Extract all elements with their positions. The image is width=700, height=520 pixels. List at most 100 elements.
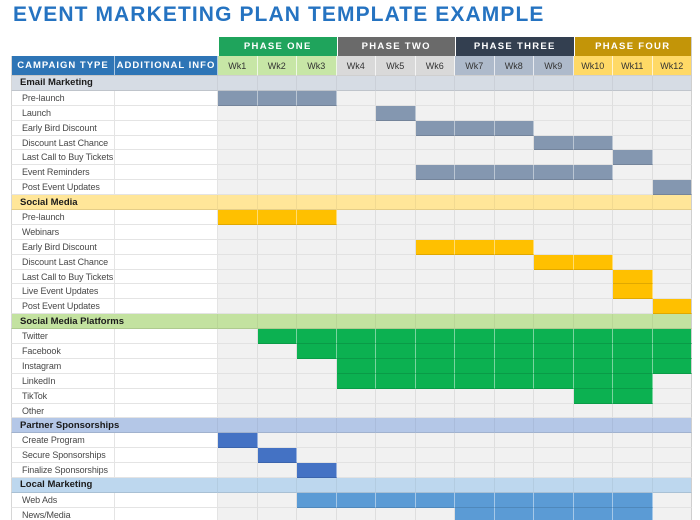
week-cell-wk1[interactable]: [218, 180, 258, 196]
week-header-wk7[interactable]: Wk7: [455, 56, 495, 76]
task-label-cell[interactable]: Create Program: [11, 433, 115, 449]
gantt-bar-cell-wk8[interactable]: [494, 358, 534, 374]
section-cell-wk4[interactable]: [336, 195, 376, 211]
phase-header-phase-one[interactable]: PHASE ONE: [218, 37, 337, 56]
week-cell-wk1[interactable]: [218, 448, 258, 464]
section-cell-wk6[interactable]: [415, 478, 455, 493]
gantt-bar-cell-wk5[interactable]: [376, 358, 416, 374]
gantt-bar-cell-wk6[interactable]: [415, 373, 455, 389]
week-cell-wk2[interactable]: [257, 269, 297, 285]
week-cell-wk6[interactable]: [415, 507, 455, 520]
info-cell[interactable]: [115, 448, 218, 464]
week-header-wk8[interactable]: Wk8: [494, 56, 534, 76]
week-cell-wk5[interactable]: [376, 210, 416, 225]
week-cell-wk4[interactable]: [336, 239, 376, 255]
week-cell-wk9[interactable]: [534, 448, 574, 464]
week-cell-wk12[interactable]: [652, 492, 692, 508]
gantt-bar-cell-wk10[interactable]: [573, 373, 613, 389]
section-cell-wk5[interactable]: [376, 314, 416, 330]
week-cell-wk3[interactable]: [297, 373, 337, 389]
week-cell-wk12[interactable]: [652, 224, 692, 240]
task-label-cell[interactable]: Launch: [11, 105, 115, 121]
week-cell-wk4[interactable]: [336, 210, 376, 225]
section-cell-wk9[interactable]: [534, 195, 574, 211]
week-cell-wk2[interactable]: [257, 150, 297, 166]
section-cell-wk8[interactable]: [494, 314, 534, 330]
info-cell[interactable]: [115, 120, 218, 136]
week-header-wk11[interactable]: Wk11: [613, 56, 653, 76]
gantt-bar-cell-wk7[interactable]: [455, 120, 495, 136]
gantt-bar-cell-wk4[interactable]: [336, 358, 376, 374]
week-cell-wk9[interactable]: [534, 224, 574, 240]
gantt-bar-cell-wk3[interactable]: [297, 344, 337, 359]
week-cell-wk7[interactable]: [455, 433, 495, 449]
week-cell-wk8[interactable]: [494, 388, 534, 404]
week-cell-wk4[interactable]: [336, 299, 376, 315]
gantt-bar-cell-wk8[interactable]: [494, 373, 534, 389]
gantt-bar-cell-wk1[interactable]: [218, 90, 258, 106]
week-cell-wk9[interactable]: [534, 388, 574, 404]
gantt-bar-cell-wk12[interactable]: [652, 329, 692, 345]
week-cell-wk9[interactable]: [534, 463, 574, 479]
gantt-bar-cell-wk10[interactable]: [573, 329, 613, 345]
info-cell[interactable]: [115, 433, 218, 449]
task-label-cell[interactable]: Instagram: [11, 358, 115, 374]
week-cell-wk3[interactable]: [297, 120, 337, 136]
gantt-bar-cell-wk9[interactable]: [534, 135, 574, 151]
week-cell-wk9[interactable]: [534, 299, 574, 315]
section-cell-wk7[interactable]: [455, 195, 495, 211]
week-cell-wk9[interactable]: [534, 239, 574, 255]
section-cell-wk1[interactable]: [218, 478, 258, 493]
gantt-bar-cell-wk6[interactable]: [415, 344, 455, 359]
week-cell-wk3[interactable]: [297, 105, 337, 121]
section-cell-wk8[interactable]: [494, 195, 534, 211]
week-cell-wk7[interactable]: [455, 210, 495, 225]
week-cell-wk3[interactable]: [297, 150, 337, 166]
week-cell-wk3[interactable]: [297, 165, 337, 181]
section-cell-wk2[interactable]: [257, 478, 297, 493]
task-label-cell[interactable]: Webinars: [11, 224, 115, 240]
week-cell-wk10[interactable]: [573, 433, 613, 449]
section-cell-wk9[interactable]: [534, 76, 574, 91]
section-cell-wk10[interactable]: [573, 418, 613, 434]
gantt-bar-cell-wk11[interactable]: [613, 284, 653, 300]
week-cell-wk2[interactable]: [257, 165, 297, 181]
week-cell-wk10[interactable]: [573, 120, 613, 136]
week-cell-wk10[interactable]: [573, 269, 613, 285]
gantt-bar-cell-wk5[interactable]: [376, 105, 416, 121]
week-cell-wk10[interactable]: [573, 180, 613, 196]
week-cell-wk5[interactable]: [376, 463, 416, 479]
gantt-bar-cell-wk8[interactable]: [494, 344, 534, 359]
gantt-bar-cell-wk3[interactable]: [297, 329, 337, 345]
task-label-cell[interactable]: TikTok: [11, 388, 115, 404]
gantt-bar-cell-wk10[interactable]: [573, 135, 613, 151]
section-cell-wk11[interactable]: [613, 478, 653, 493]
week-cell-wk10[interactable]: [573, 105, 613, 121]
week-cell-wk3[interactable]: [297, 239, 337, 255]
info-cell[interactable]: [115, 507, 218, 520]
week-cell-wk5[interactable]: [376, 284, 416, 300]
info-cell[interactable]: [115, 105, 218, 121]
gantt-bar-cell-wk1[interactable]: [218, 433, 258, 449]
week-cell-wk9[interactable]: [534, 90, 574, 106]
week-cell-wk1[interactable]: [218, 492, 258, 508]
week-cell-wk9[interactable]: [534, 269, 574, 285]
week-cell-wk3[interactable]: [297, 135, 337, 151]
section-label-cell[interactable]: Local Marketing: [11, 478, 218, 493]
gantt-bar-cell-wk9[interactable]: [534, 329, 574, 345]
week-cell-wk12[interactable]: [652, 507, 692, 520]
week-cell-wk8[interactable]: [494, 254, 534, 270]
task-label-cell[interactable]: Post Event Updates: [11, 299, 115, 315]
info-cell[interactable]: [115, 224, 218, 240]
week-cell-wk4[interactable]: [336, 224, 376, 240]
week-cell-wk6[interactable]: [415, 135, 455, 151]
week-cell-wk11[interactable]: [613, 120, 653, 136]
week-cell-wk4[interactable]: [336, 463, 376, 479]
section-cell-wk6[interactable]: [415, 195, 455, 211]
gantt-bar-cell-wk11[interactable]: [613, 388, 653, 404]
week-cell-wk1[interactable]: [218, 120, 258, 136]
week-cell-wk10[interactable]: [573, 448, 613, 464]
section-cell-wk10[interactable]: [573, 195, 613, 211]
section-cell-wk1[interactable]: [218, 195, 258, 211]
section-cell-wk2[interactable]: [257, 76, 297, 91]
